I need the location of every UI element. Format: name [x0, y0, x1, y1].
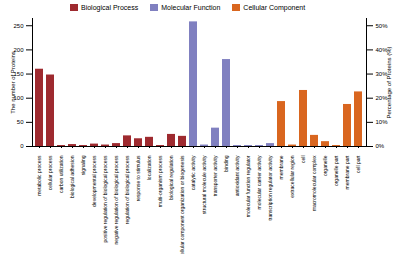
- svg-text:50: 50: [17, 119, 24, 125]
- svg-text:0%: 0%: [376, 143, 385, 149]
- svg-text:cell part: cell part: [355, 155, 361, 173]
- svg-text:carbon utilization: carbon utilization: [58, 155, 64, 193]
- svg-text:response to stimulus: response to stimulus: [135, 155, 141, 201]
- svg-text:100: 100: [13, 95, 24, 102]
- svg-text:multi-organism process: multi-organism process: [157, 155, 163, 207]
- svg-text:organelle part: organelle part: [333, 155, 339, 186]
- svg-text:cellular component organizatio: cellular component organization or bioge…: [179, 155, 185, 254]
- svg-text:molecular function regulator: molecular function regulator: [245, 155, 251, 217]
- svg-text:40%: 40%: [375, 46, 388, 53]
- svg-text:Percentage of Proteins (%): Percentage of Proteins (%): [386, 46, 392, 118]
- svg-text:extracellular region: extracellular region: [289, 155, 295, 197]
- svg-text:signaling: signaling: [80, 155, 86, 175]
- svg-text:organelle: organelle: [322, 155, 328, 176]
- svg-text:binding: binding: [223, 155, 229, 171]
- svg-text:localization: localization: [146, 155, 152, 180]
- svg-text:transporter activity: transporter activity: [212, 155, 218, 196]
- svg-text:30%: 30%: [375, 71, 388, 77]
- svg-text:catalytic activity: catalytic activity: [190, 155, 196, 190]
- svg-text:antioxidant activity: antioxidant activity: [234, 155, 240, 196]
- svg-text:metabolic process: metabolic process: [36, 155, 42, 196]
- svg-text:structural molecule activity: structural molecule activity: [201, 155, 207, 214]
- svg-text:cellular process: cellular process: [47, 155, 53, 190]
- html-text:Cellular Component: Cellular Component: [243, 4, 306, 11]
- svg-text:developmental process: developmental process: [91, 155, 97, 207]
- svg-text:positive regulation of biologi: positive regulation of biological proces…: [102, 155, 108, 242]
- svg-text:The number of Proteins: The number of Proteins: [10, 51, 16, 114]
- svg-text:cell: cell: [300, 156, 306, 164]
- svg-text:negative regulation of biologi: negative regulation of biological proces…: [113, 155, 119, 244]
- svg-text:transcription regulator activi: transcription regulator activity: [267, 155, 273, 221]
- svg-text:20%: 20%: [375, 95, 388, 102]
- svg-text:regulation of biological proce: regulation of biological process: [124, 155, 130, 224]
- svg-text:membrane: membrane: [278, 155, 284, 179]
- svg-text:0: 0: [20, 143, 24, 149]
- html-text:Molecular Function: Molecular Function: [161, 4, 221, 11]
- html-text:Biological Process: Biological Process: [81, 4, 139, 11]
- svg-text:10%: 10%: [376, 119, 389, 125]
- svg-text:biological adhesion: biological adhesion: [69, 155, 75, 198]
- svg-text:250: 250: [13, 23, 24, 29]
- svg-text:50%: 50%: [376, 23, 389, 29]
- svg-text:biological regulation: biological regulation: [168, 155, 174, 199]
- svg-text:200: 200: [13, 46, 24, 53]
- svg-text:macromolecular complex: macromolecular complex: [311, 155, 317, 211]
- svg-text:150: 150: [13, 71, 24, 77]
- svg-text:molecular carrier activity: molecular carrier activity: [256, 155, 262, 209]
- svg-text:membrane part: membrane part: [344, 155, 350, 190]
